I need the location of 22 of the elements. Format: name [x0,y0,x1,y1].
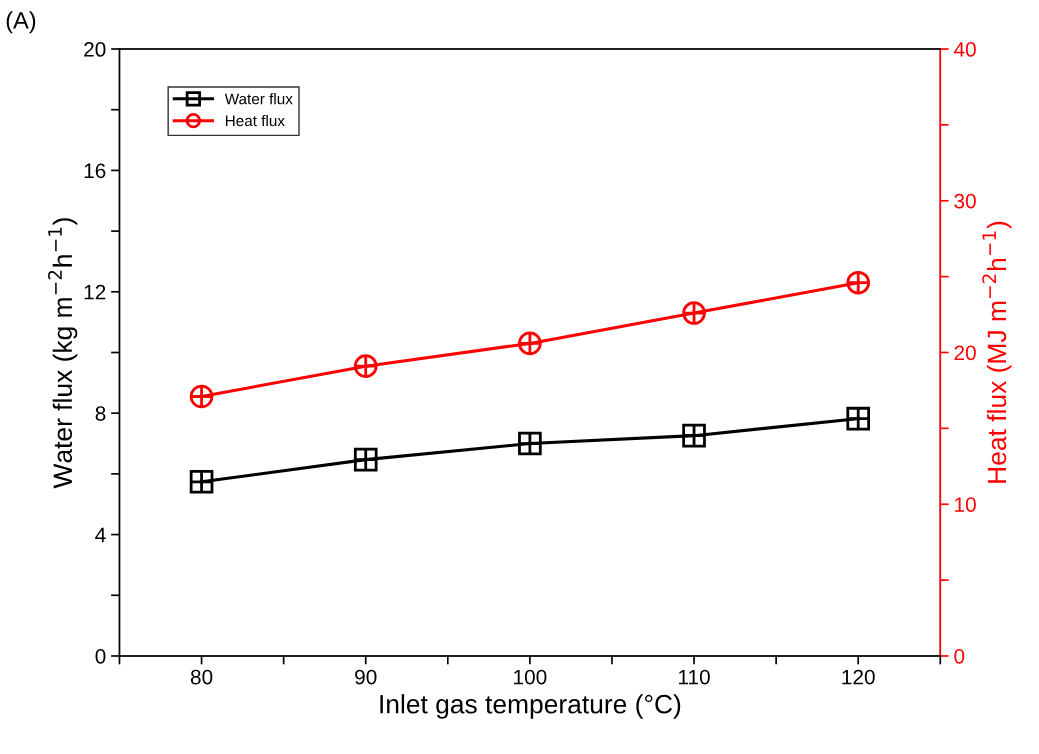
y2-tick-label: 30 [954,193,976,209]
y-tick-label: 20 [84,42,106,57]
y-axis-title: Water flux (kg m$^{−2}$h$^{−1}$) [48,218,78,489]
x-tick-label: 120 [842,669,875,685]
y2-tick-label: 0 [954,648,965,664]
x-tick-label: 90 [355,669,377,685]
y-tick-label: 16 [84,163,106,179]
y2-tick-label: 40 [953,42,976,57]
y2-tick-label: 10 [955,497,976,512]
x-tick-label: 110 [679,669,710,685]
y2-axis-title: Heat flux (MJ m$^{−2}$h$^{−1}$) [982,221,1012,483]
y2-tick-label: 20 [954,345,976,361]
y-tick-label: 8 [95,406,106,421]
y-tick-label: 0 [95,648,106,664]
y-tick-label: 12 [84,284,106,300]
legend-label: Water flux [224,93,293,105]
text: (A) [6,11,36,34]
x-axis-title: Inlet gas temperature (°C) [380,694,681,719]
x-tick-label: 80 [190,669,213,685]
legend-label: Heat flux [225,114,285,127]
y-tick-label: 4 [95,527,106,543]
x-tick-label: 100 [514,669,547,685]
